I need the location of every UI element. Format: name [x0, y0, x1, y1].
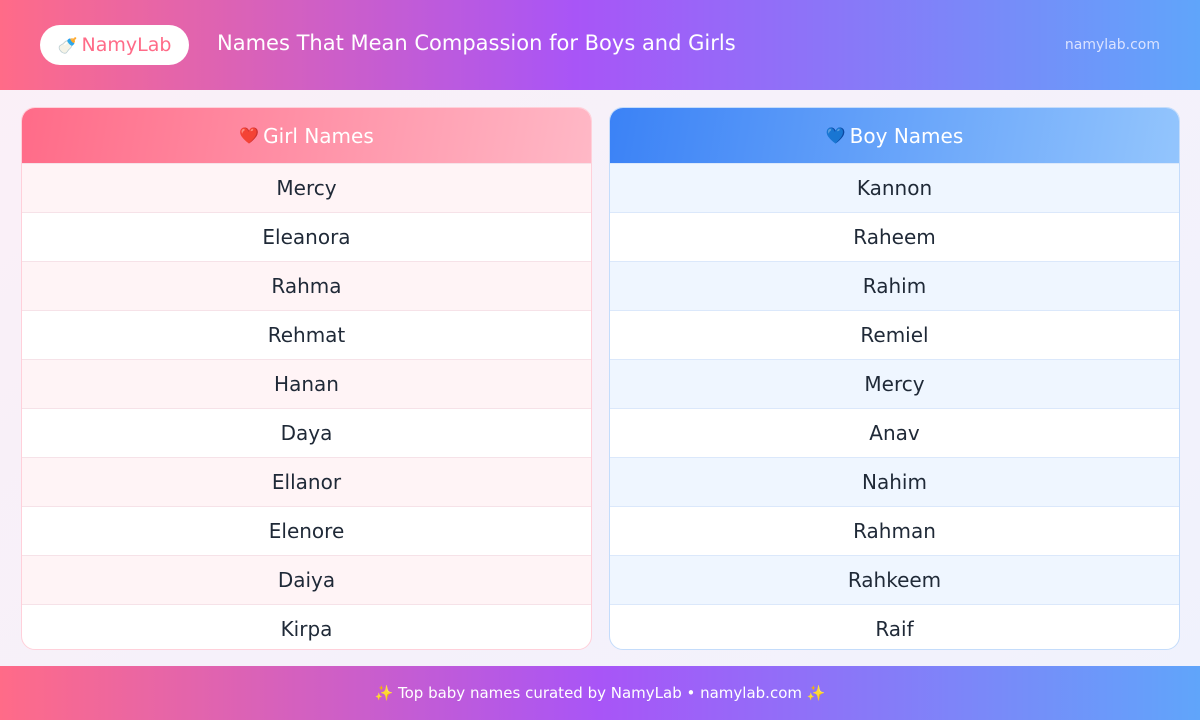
girl-names-header: ❤️ Girl Names: [22, 108, 591, 163]
name-row: Rahim: [610, 261, 1179, 310]
name-row: Rehmat: [22, 310, 591, 359]
boy-names-header: 💙 Boy Names: [610, 108, 1179, 163]
name-row: Kannon: [610, 163, 1179, 212]
blue-heart-icon: 💙: [825, 126, 846, 145]
name-row: Rahman: [610, 506, 1179, 555]
boy-names-title: Boy Names: [849, 123, 964, 148]
name-row: Ellanor: [22, 457, 591, 506]
name-row: Kirpa: [22, 604, 591, 649]
footer: ✨ Top baby names curated by NamyLab • na…: [0, 666, 1200, 720]
girl-names-title: Girl Names: [263, 123, 374, 148]
name-row: Elenore: [22, 506, 591, 555]
page-title: Names That Mean Compassion for Boys and …: [217, 31, 736, 55]
logo-text: NamyLab: [81, 34, 172, 56]
name-row: Mercy: [22, 163, 591, 212]
header-bar: 🍼 NamyLab Names That Mean Compassion for…: [0, 0, 1200, 90]
name-row: Mercy: [610, 359, 1179, 408]
footer-text: ✨ Top baby names curated by NamyLab • na…: [374, 684, 826, 702]
boy-names-card: 💙 Boy Names Kannon Raheem Rahim Remiel Mercy…: [609, 107, 1180, 650]
site-link[interactable]: namylab.com: [1064, 37, 1160, 53]
name-row: Rahkeem: [610, 555, 1179, 604]
name-row: Daya: [22, 408, 591, 457]
logo[interactable]: 🍼 NamyLab: [40, 25, 189, 65]
name-row: Anav: [610, 408, 1179, 457]
baby-bottle-icon: 🍼: [57, 35, 78, 55]
name-row: Hanan: [22, 359, 591, 408]
name-row: Rahma: [22, 261, 591, 310]
heart-icon: ❤️: [239, 126, 260, 145]
name-row: Nahim: [610, 457, 1179, 506]
name-row: Eleanora: [22, 212, 591, 261]
name-row: Raif: [610, 604, 1179, 649]
name-row: Daiya: [22, 555, 591, 604]
name-row: Raheem: [610, 212, 1179, 261]
name-row: Remiel: [610, 310, 1179, 359]
girl-names-card: ❤️ Girl Names Mercy Eleanora Rahma Rehmat Ha…: [21, 107, 592, 650]
